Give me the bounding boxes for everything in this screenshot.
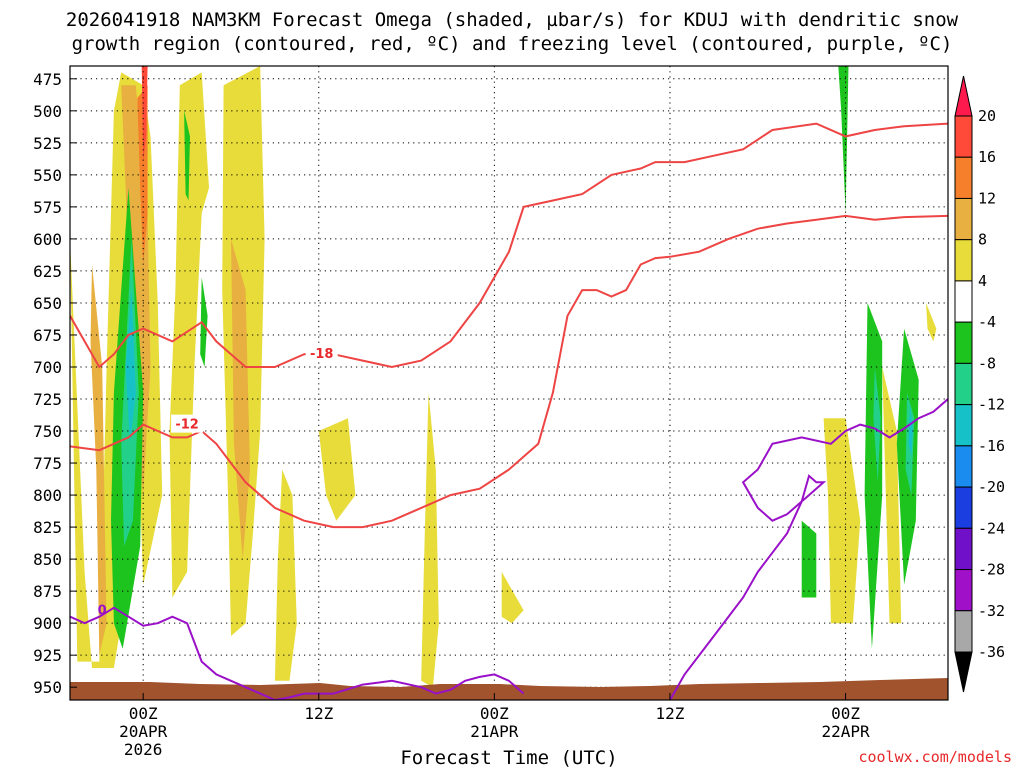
chart-title-line2: growth region (contoured, red, ºC) and f… bbox=[72, 33, 953, 55]
colorbar-band-1 bbox=[954, 115, 973, 158]
colorbar-label-0: 20 bbox=[978, 107, 996, 125]
omega-region-8 bbox=[274, 469, 297, 681]
colorbar-band-7 bbox=[954, 362, 973, 406]
colorbar-label-10: -24 bbox=[978, 519, 1005, 537]
y-tick-label-875: 875 bbox=[33, 582, 62, 601]
y-tick-label-625: 625 bbox=[33, 262, 62, 281]
omega-region-24 bbox=[873, 367, 881, 483]
omega-region-19 bbox=[200, 277, 208, 367]
y-tick-label-600: 600 bbox=[33, 230, 62, 249]
omega-region-12 bbox=[823, 418, 861, 624]
snow-growth-contour--12 bbox=[70, 214, 948, 529]
omega-region-7 bbox=[231, 238, 250, 560]
omega-region-22 bbox=[864, 302, 883, 649]
contour-label-bg-0 bbox=[305, 344, 338, 363]
colorbar-label-9: -20 bbox=[978, 478, 1005, 496]
omega-region-18 bbox=[184, 110, 190, 201]
snow-growth-contour--18 bbox=[70, 122, 948, 369]
colorbar-arrow-down bbox=[954, 651, 973, 693]
x-tick-label-4-1: 22APR bbox=[821, 722, 870, 741]
y-tick-label-550: 550 bbox=[33, 166, 62, 185]
y-tick-label-725: 725 bbox=[33, 390, 62, 409]
colorbar-band-13 bbox=[954, 610, 973, 653]
gridlines bbox=[70, 66, 948, 700]
y-tick-label-700: 700 bbox=[33, 358, 62, 377]
contour-label-bg-1 bbox=[171, 414, 204, 433]
freezing-level-label: 0 bbox=[98, 603, 107, 618]
colorbar-label-2: 12 bbox=[978, 189, 996, 207]
y-tick-label-475: 475 bbox=[33, 70, 62, 89]
colorbar-band-10 bbox=[954, 486, 973, 529]
colorbar-label-7: -12 bbox=[978, 396, 1005, 414]
y-tick-label-525: 525 bbox=[33, 134, 62, 153]
colorbar-band-9 bbox=[954, 445, 973, 488]
y-tick-label-575: 575 bbox=[33, 198, 62, 217]
y-tick-label-900: 900 bbox=[33, 614, 62, 633]
colorbar: 20 16 12 8 4 -4 -8 -12 -16 -20 -24 -28 -32 -36 bbox=[954, 75, 1005, 693]
y-axis-ticks: 475 500 525 550 575 600 625 650 675 700 725 750 775 8… bbox=[33, 70, 77, 697]
x-tick-label-2-1: 21APR bbox=[470, 722, 519, 741]
x-tick-label-2-0: 00Z bbox=[480, 704, 509, 723]
colorbar-label-8: -16 bbox=[978, 437, 1005, 455]
terrain-fill bbox=[70, 678, 948, 700]
y-tick-label-675: 675 bbox=[33, 326, 62, 345]
colorbar-band-8 bbox=[954, 404, 973, 447]
colorbar-label-1: 16 bbox=[978, 148, 996, 166]
omega-region-4 bbox=[141, 66, 148, 163]
x-tick-label-1-0: 12Z bbox=[304, 704, 333, 723]
plot-frame bbox=[69, 65, 949, 701]
omega-region-5 bbox=[169, 72, 209, 598]
x-tick-label-0-1: 20APR bbox=[119, 722, 168, 741]
chart-title-line1: 2026041918 NAM3KM Forecast Omega (shaded… bbox=[66, 9, 959, 31]
colorbar-band-12 bbox=[954, 569, 973, 612]
snow-growth-label--12: -12 bbox=[175, 418, 199, 433]
colorbar-label-13: -36 bbox=[978, 643, 1005, 661]
x-tick-label-3-0: 12Z bbox=[656, 704, 685, 723]
x-axis-label: Forecast Time (UTC) bbox=[400, 747, 617, 768]
colorbar-band-2 bbox=[954, 156, 973, 199]
omega-region-1 bbox=[90, 264, 107, 656]
omega-region-17 bbox=[125, 290, 136, 444]
y-tick-label-775: 775 bbox=[33, 454, 62, 473]
freezing-level-contour-2 bbox=[669, 398, 948, 700]
colorbar-label-4: 4 bbox=[978, 272, 987, 290]
freezing-level-contour bbox=[70, 606, 525, 700]
y-tick-label-850: 850 bbox=[33, 550, 62, 569]
snow-growth-label--18: -18 bbox=[310, 347, 334, 362]
y-tick-label-925: 925 bbox=[33, 646, 62, 665]
colorbar-label-12: -32 bbox=[978, 602, 1005, 620]
y-tick-label-825: 825 bbox=[33, 518, 62, 537]
colorbar-band-5 bbox=[954, 280, 973, 323]
colorbar-band-3 bbox=[954, 197, 973, 241]
omega-region-10 bbox=[421, 392, 439, 688]
y-tick-label-800: 800 bbox=[33, 486, 62, 505]
omega-region-26 bbox=[908, 405, 913, 457]
y-tick-label-750: 750 bbox=[33, 422, 62, 441]
x-tick-label-0-2: 2026 bbox=[124, 740, 163, 759]
source-credit: coolwx.com/models bbox=[858, 748, 1012, 766]
colorbar-band-11 bbox=[954, 527, 973, 571]
y-tick-label-950: 950 bbox=[33, 678, 62, 697]
ground-surface bbox=[70, 678, 948, 700]
y-tick-label-650: 650 bbox=[33, 294, 62, 313]
colorbar-label-3: 8 bbox=[978, 231, 987, 249]
colorbar-label-11: -28 bbox=[978, 561, 1005, 579]
colorbar-band-6 bbox=[954, 321, 973, 364]
omega-shading bbox=[70, 66, 937, 688]
colorbar-label-5: -4 bbox=[978, 313, 996, 331]
x-tick-label-4-0: 00Z bbox=[831, 704, 860, 723]
omega-region-11 bbox=[501, 571, 524, 624]
colorbar-label-6: -8 bbox=[978, 354, 996, 372]
y-tick-label-500: 500 bbox=[33, 102, 62, 121]
omega-region-14 bbox=[926, 302, 937, 342]
x-tick-label-0-0: 00Z bbox=[129, 704, 158, 723]
colorbar-band-4 bbox=[954, 239, 973, 282]
contour-lines: -18 -12 0 bbox=[70, 122, 948, 700]
